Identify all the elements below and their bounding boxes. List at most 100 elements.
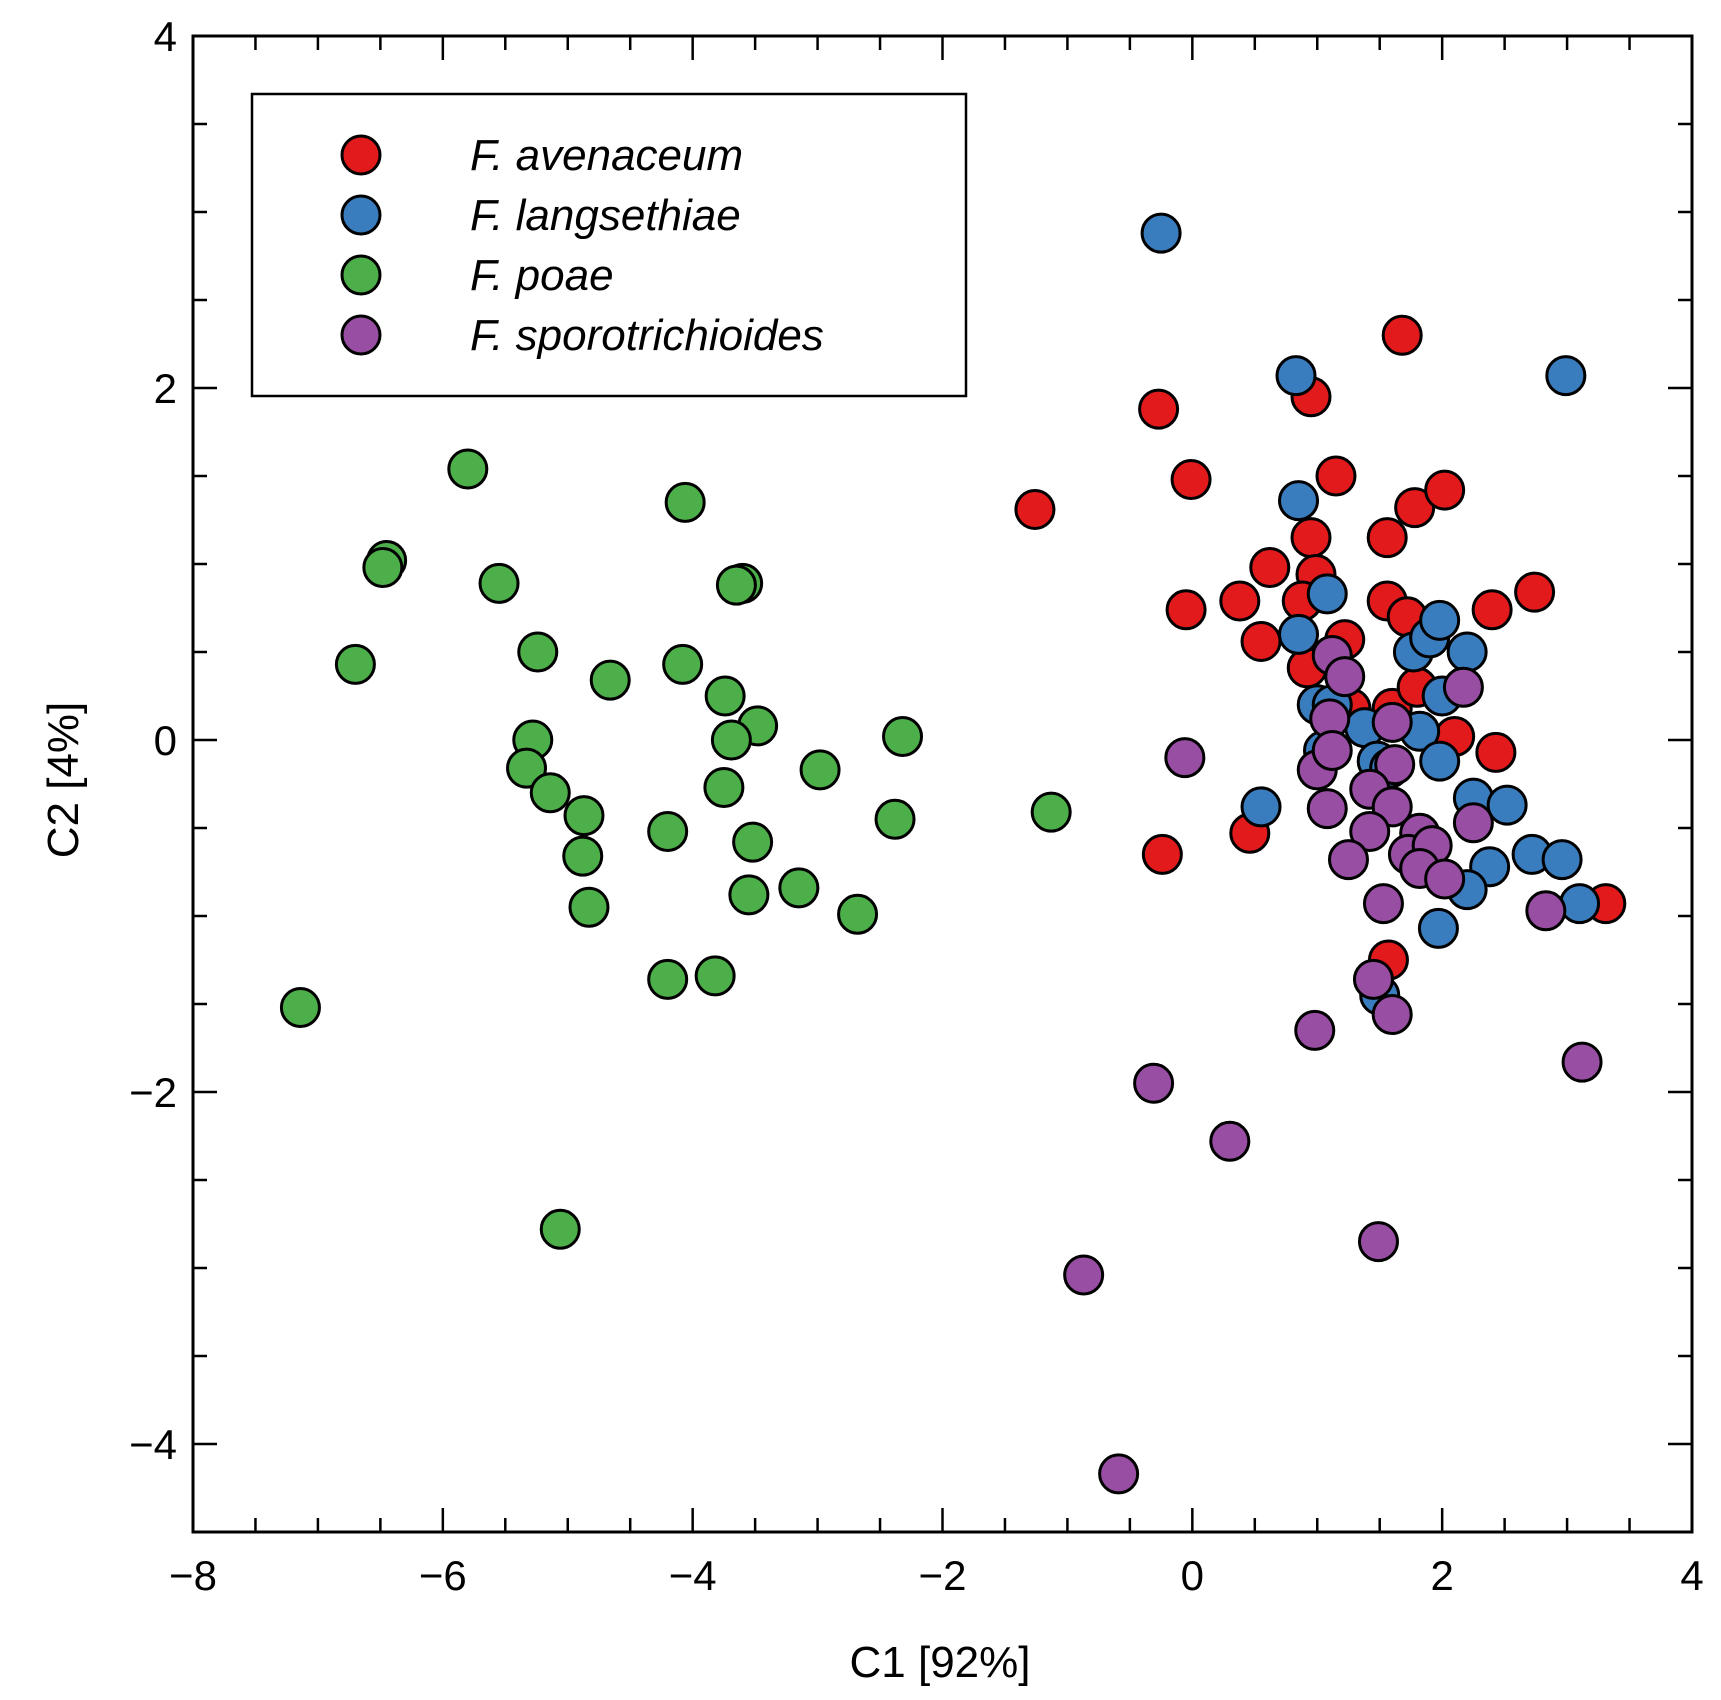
legend-marker bbox=[340, 194, 382, 236]
data-point bbox=[715, 564, 757, 606]
data-point bbox=[1133, 1062, 1175, 1104]
data-point bbox=[1278, 480, 1320, 522]
data-point bbox=[1278, 613, 1320, 655]
data-point bbox=[1374, 744, 1416, 786]
data-point bbox=[562, 835, 604, 877]
data-point bbox=[506, 747, 548, 789]
data-point bbox=[539, 1208, 581, 1250]
data-point bbox=[1164, 737, 1206, 779]
data-point bbox=[710, 719, 752, 761]
data-point bbox=[1165, 589, 1207, 631]
legend-label: F. avenaceum bbox=[470, 131, 743, 180]
x-axis-title: C1 [92%] bbox=[850, 1638, 1031, 1687]
data-point bbox=[1471, 589, 1513, 631]
data-point bbox=[1559, 883, 1601, 925]
x-tick-label: −8 bbox=[169, 1552, 217, 1599]
data-point bbox=[1294, 1009, 1336, 1051]
legend: F. avenaceum F. langsethiae F. poae F. spor… bbox=[250, 92, 968, 398]
data-point bbox=[662, 643, 704, 685]
data-point bbox=[1357, 1221, 1399, 1263]
data-point bbox=[1324, 656, 1366, 698]
data-point bbox=[837, 893, 879, 935]
data-point bbox=[647, 811, 689, 853]
data-point bbox=[334, 643, 376, 685]
data-point bbox=[1030, 791, 1072, 833]
data-point bbox=[1446, 631, 1488, 673]
y-tick-label: −4 bbox=[129, 1421, 177, 1468]
data-point bbox=[1424, 469, 1466, 511]
data-point bbox=[1419, 599, 1461, 641]
data-point bbox=[279, 987, 321, 1029]
legend-marker bbox=[340, 134, 382, 176]
legend-marker bbox=[340, 254, 382, 296]
data-point bbox=[1249, 547, 1291, 589]
data-point bbox=[799, 749, 841, 791]
data-point bbox=[1475, 731, 1517, 773]
legend-label: F. poae bbox=[470, 251, 614, 300]
data-point bbox=[874, 798, 916, 840]
data-point bbox=[1424, 858, 1466, 900]
data-point bbox=[1541, 839, 1583, 881]
x-tick-label: −4 bbox=[669, 1552, 717, 1599]
data-point bbox=[1209, 1120, 1251, 1162]
x-tick-label: 4 bbox=[1680, 1552, 1703, 1599]
data-point bbox=[1063, 1254, 1105, 1296]
legend-label: F. sporotrichioides bbox=[470, 311, 824, 360]
legend-marker bbox=[340, 314, 382, 356]
data-point bbox=[1514, 571, 1556, 613]
data-point bbox=[1219, 580, 1261, 622]
data-point bbox=[1240, 620, 1282, 662]
data-point bbox=[362, 547, 404, 589]
data-point bbox=[529, 772, 571, 814]
data-point bbox=[517, 631, 559, 673]
y-tick-label: 0 bbox=[154, 717, 177, 764]
data-point bbox=[568, 886, 610, 928]
data-point bbox=[694, 955, 736, 997]
y-tick-label: 2 bbox=[154, 365, 177, 412]
data-point bbox=[1419, 740, 1461, 782]
data-point bbox=[1349, 811, 1391, 853]
data-point bbox=[1442, 666, 1484, 708]
data-point bbox=[447, 448, 489, 490]
y-tick-label: −2 bbox=[129, 1069, 177, 1116]
series-2 bbox=[279, 448, 1072, 1250]
data-point bbox=[728, 874, 770, 916]
data-point bbox=[1366, 517, 1408, 559]
data-point bbox=[704, 675, 746, 717]
data-point bbox=[1240, 786, 1282, 828]
data-point bbox=[1311, 730, 1353, 772]
x-tick-label: −6 bbox=[419, 1552, 467, 1599]
y-tick-label: 4 bbox=[154, 13, 177, 60]
data-point bbox=[1545, 355, 1587, 397]
data-point bbox=[1362, 883, 1404, 925]
data-point bbox=[703, 767, 745, 809]
data-point bbox=[1417, 907, 1459, 949]
data-point bbox=[1098, 1453, 1140, 1495]
legend-label: F. langsethiae bbox=[470, 191, 741, 240]
data-point bbox=[1290, 517, 1332, 559]
data-point bbox=[1394, 487, 1436, 529]
data-point bbox=[1327, 839, 1369, 881]
data-point bbox=[1381, 314, 1423, 356]
x-tick-label: 0 bbox=[1181, 1552, 1204, 1599]
data-point bbox=[1306, 788, 1348, 830]
data-point bbox=[1452, 802, 1494, 844]
data-point bbox=[1306, 573, 1348, 615]
x-tick-label: 2 bbox=[1430, 1552, 1453, 1599]
data-point bbox=[1315, 455, 1357, 497]
data-point bbox=[1486, 784, 1528, 826]
data-point bbox=[563, 795, 605, 837]
data-point bbox=[1275, 355, 1317, 397]
data-point bbox=[778, 867, 820, 909]
data-point bbox=[1525, 890, 1567, 932]
data-point bbox=[1561, 1041, 1603, 1083]
data-point bbox=[589, 659, 631, 701]
data-point bbox=[732, 821, 774, 863]
data-point bbox=[1140, 212, 1182, 254]
series-3 bbox=[1063, 635, 1603, 1495]
data-point bbox=[1371, 701, 1413, 743]
data-point bbox=[1138, 388, 1180, 430]
y-axis-title: C2 [4%] bbox=[39, 702, 88, 859]
data-point bbox=[1141, 833, 1183, 875]
